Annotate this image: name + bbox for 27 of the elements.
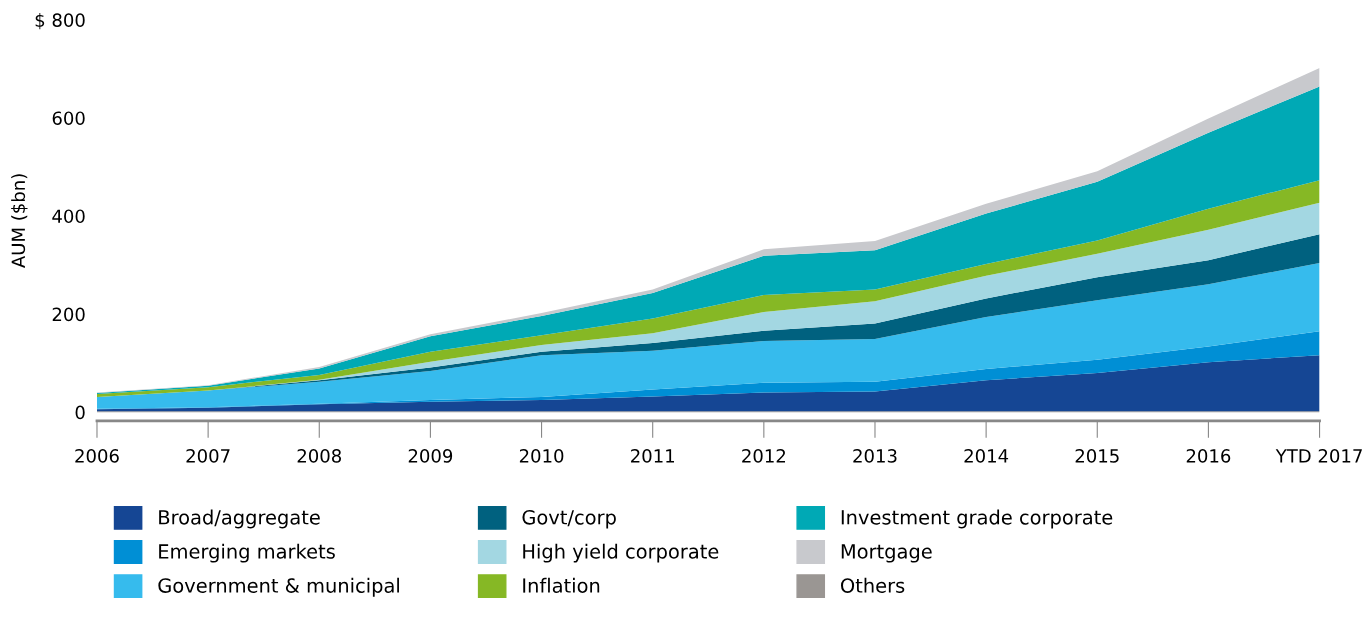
- legend-label: Government & municipal: [158, 577, 399, 597]
- legend-label: Govt/corp: [522, 509, 616, 529]
- x-tick-label: 2008: [297, 449, 342, 463]
- legend-label: Inflation: [523, 577, 600, 593]
- y-tick-label: $ 800: [35, 12, 85, 30]
- x-tick-label: 2015: [1075, 449, 1119, 463]
- y-tick-label: 400: [52, 209, 85, 224]
- legend-label: Investment grade corporate: [841, 509, 1113, 529]
- legend-label: Emerging markets: [159, 543, 335, 563]
- x-tick-label: 2010: [519, 449, 564, 463]
- x-tick-label: 2007: [186, 449, 230, 463]
- legend-label: Mortgage: [841, 544, 932, 563]
- y-tick-label: 600: [52, 111, 85, 126]
- y-axis-title: AUM ($bn): [11, 174, 28, 268]
- x-tick-label: 2014: [964, 449, 1009, 463]
- x-tick-label: 2006: [75, 449, 119, 463]
- x-tick-label: 2013: [853, 449, 897, 463]
- legend-label: High yield corporate: [523, 543, 719, 563]
- y-tick-label: 200: [52, 307, 85, 322]
- x-tick-label: 2011: [631, 449, 675, 463]
- x-tick-label: YTD 2017: [1275, 449, 1362, 463]
- x-tick-label: 2012: [742, 449, 786, 463]
- legend-label: Others: [840, 577, 905, 593]
- x-tick-label: 2016: [1186, 449, 1231, 463]
- x-tick-label: 2009: [408, 449, 453, 463]
- legend-label: Broad/aggregate: [159, 509, 320, 529]
- y-tick-label: 0: [75, 405, 85, 420]
